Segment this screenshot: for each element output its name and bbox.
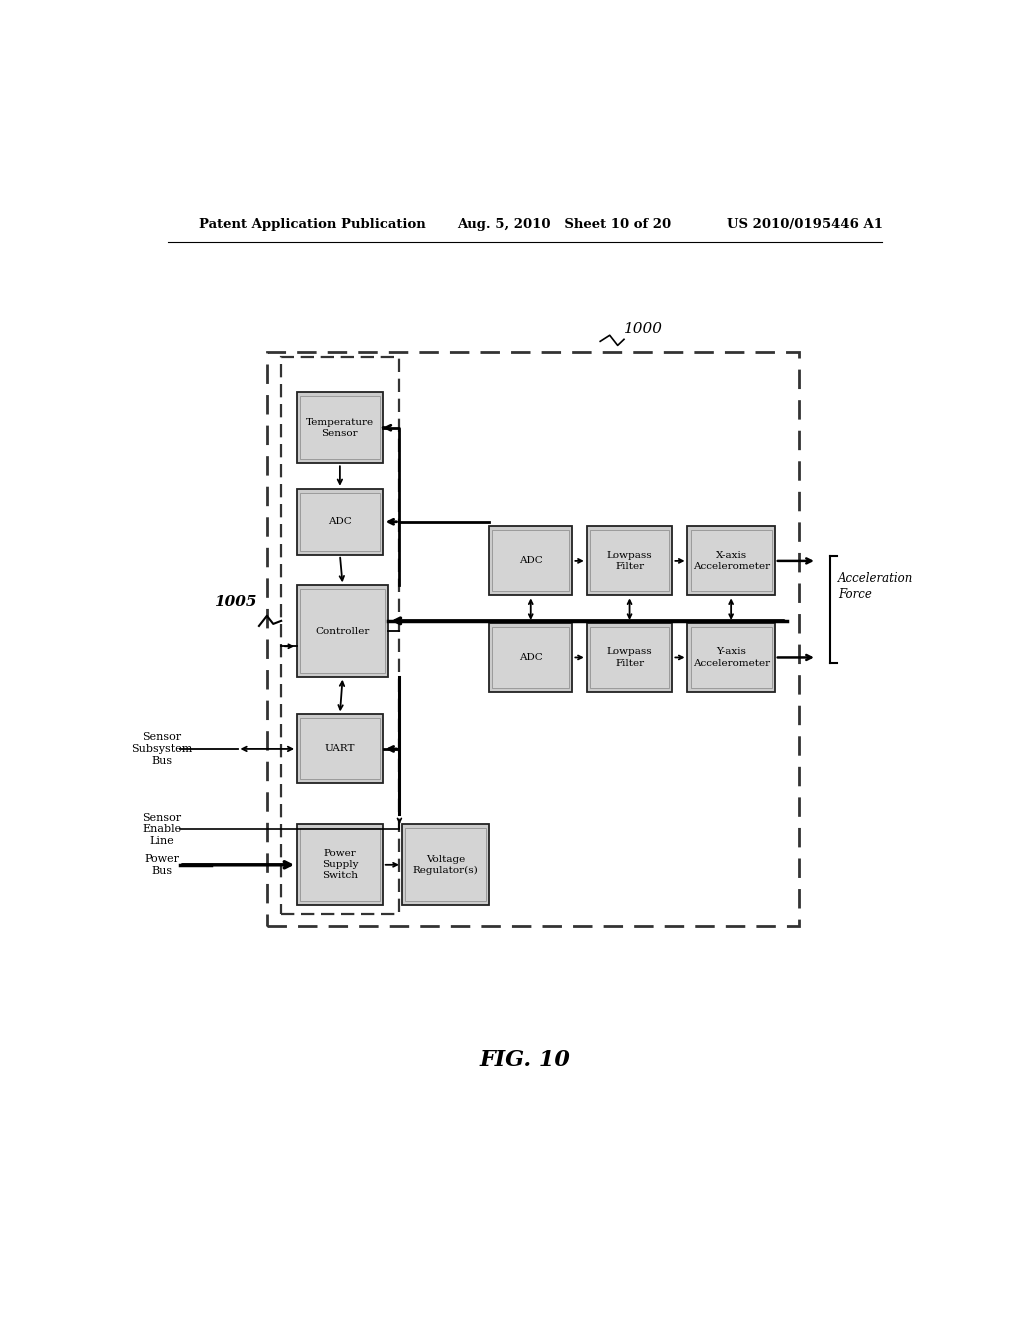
Bar — [300, 718, 380, 779]
Text: ADC: ADC — [519, 557, 543, 565]
Text: Power
Bus: Power Bus — [144, 854, 179, 875]
Text: Sensor
Enable
Line: Sensor Enable Line — [142, 813, 181, 846]
Bar — [590, 531, 670, 591]
Bar — [590, 627, 670, 688]
Text: Patent Application Publication: Patent Application Publication — [200, 218, 426, 231]
Text: 1005: 1005 — [214, 594, 256, 609]
Text: FIG. 10: FIG. 10 — [479, 1049, 570, 1071]
Text: Temperature
Sensor: Temperature Sensor — [306, 417, 374, 438]
Bar — [493, 627, 569, 688]
Text: 1000: 1000 — [624, 322, 663, 337]
Text: Lowpass
Filter: Lowpass Filter — [607, 550, 652, 572]
Bar — [587, 623, 673, 692]
Bar — [297, 392, 383, 463]
Bar — [489, 527, 572, 595]
Bar — [687, 623, 775, 692]
Bar — [300, 396, 380, 459]
Text: ADC: ADC — [328, 517, 352, 527]
Bar — [300, 492, 380, 550]
Bar — [687, 527, 775, 595]
Bar — [297, 585, 388, 677]
Bar — [297, 714, 383, 784]
Text: X-axis
Accelerometer: X-axis Accelerometer — [692, 550, 770, 572]
Text: Acceleration
Force: Acceleration Force — [839, 572, 913, 601]
Text: Voltage
Regulator(s): Voltage Regulator(s) — [413, 854, 478, 875]
Text: Controller: Controller — [315, 627, 370, 635]
Bar — [267, 351, 799, 925]
Bar — [300, 828, 380, 902]
Text: US 2010/0195446 A1: US 2010/0195446 A1 — [727, 218, 883, 231]
Text: Aug. 5, 2010   Sheet 10 of 20: Aug. 5, 2010 Sheet 10 of 20 — [458, 218, 672, 231]
Bar — [297, 824, 383, 906]
Bar — [587, 527, 673, 595]
Bar — [282, 356, 398, 913]
Bar — [297, 488, 383, 554]
Text: Power
Supply
Switch: Power Supply Switch — [322, 849, 358, 880]
Text: UART: UART — [325, 744, 355, 754]
Bar — [401, 824, 489, 906]
Bar — [404, 828, 486, 902]
Text: Y-axis
Accelerometer: Y-axis Accelerometer — [692, 647, 770, 668]
Text: ADC: ADC — [519, 653, 543, 661]
Bar — [690, 531, 772, 591]
Text: Lowpass
Filter: Lowpass Filter — [607, 647, 652, 668]
Bar — [300, 589, 385, 673]
Bar — [489, 623, 572, 692]
Bar — [493, 531, 569, 591]
Bar — [690, 627, 772, 688]
Text: Sensor
Subsystem
Bus: Sensor Subsystem Bus — [131, 733, 193, 766]
